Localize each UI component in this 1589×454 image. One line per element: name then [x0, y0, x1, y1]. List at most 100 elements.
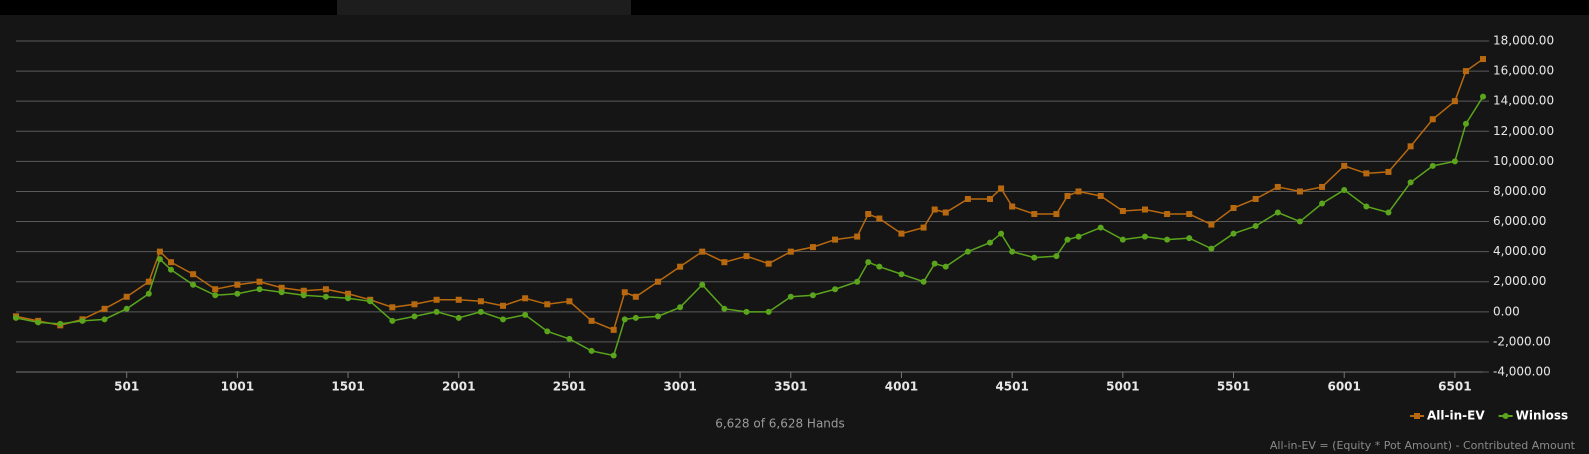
point — [522, 295, 529, 302]
point — [190, 281, 197, 288]
point — [1164, 211, 1171, 218]
y-tick-label: 2,000.00 — [1493, 274, 1546, 288]
y-tick-label: 16,000.00 — [1493, 64, 1554, 78]
point — [809, 292, 816, 299]
point — [1363, 203, 1370, 210]
point — [35, 319, 42, 326]
point — [322, 286, 329, 293]
point — [566, 335, 573, 342]
point — [411, 301, 418, 308]
point — [832, 286, 839, 293]
point — [256, 286, 263, 293]
series-line — [15, 58, 1484, 331]
point — [1363, 170, 1370, 177]
point — [1186, 235, 1193, 242]
point — [1009, 203, 1016, 210]
point — [1053, 253, 1060, 260]
point — [920, 278, 927, 285]
point — [212, 286, 219, 293]
point — [234, 290, 241, 297]
point — [610, 352, 617, 359]
point — [998, 230, 1005, 237]
point — [1075, 233, 1082, 240]
point — [300, 287, 307, 294]
point — [433, 296, 440, 303]
point — [278, 284, 285, 291]
point — [389, 304, 396, 311]
point — [1274, 183, 1281, 190]
point — [566, 298, 573, 305]
point — [1480, 93, 1486, 100]
y-tick-label: 4,000.00 — [1493, 244, 1546, 258]
y-tick-label: 18,000.00 — [1493, 34, 1554, 48]
point — [544, 328, 551, 335]
point — [234, 281, 241, 288]
point — [500, 316, 507, 323]
point — [57, 320, 64, 327]
y-tick-label: 0.00 — [1493, 304, 1520, 318]
x-tick-label: 6501 — [1438, 380, 1471, 394]
point — [1274, 209, 1281, 216]
x-tick-label: 3001 — [663, 380, 696, 394]
point — [345, 290, 352, 297]
point — [987, 239, 994, 246]
point — [156, 248, 163, 255]
point — [389, 317, 396, 324]
point — [1451, 158, 1458, 165]
point — [1164, 236, 1171, 243]
series-line — [15, 96, 1484, 357]
point — [832, 236, 839, 243]
point — [256, 278, 263, 285]
point — [765, 308, 772, 315]
y-tick-label: 6,000.00 — [1493, 214, 1546, 228]
x-tick-label: 3501 — [774, 380, 807, 394]
point — [1296, 218, 1303, 225]
point — [898, 230, 905, 237]
legend-label[interactable]: All-in-EV — [1427, 409, 1485, 423]
point — [621, 289, 628, 296]
point — [433, 308, 440, 315]
point — [345, 295, 352, 302]
top-bar — [0, 0, 337, 15]
point — [477, 298, 484, 305]
point — [588, 317, 595, 324]
point — [1075, 188, 1082, 195]
point — [1462, 68, 1469, 75]
point — [1319, 200, 1326, 207]
point — [632, 293, 639, 300]
point — [101, 316, 108, 323]
point — [854, 233, 861, 240]
x-tick-label: 5001 — [1106, 380, 1139, 394]
point — [123, 293, 130, 300]
point — [1252, 195, 1259, 202]
point — [865, 211, 872, 218]
y-tick-label: 12,000.00 — [1493, 124, 1554, 138]
point — [1208, 221, 1215, 228]
point — [278, 289, 285, 296]
point — [610, 326, 617, 333]
x-tick-label: 6001 — [1327, 380, 1360, 394]
point — [455, 314, 462, 321]
point — [1208, 245, 1215, 252]
point — [1031, 211, 1038, 218]
x-tick-label: 4501 — [995, 380, 1028, 394]
point — [654, 278, 661, 285]
point — [477, 308, 484, 315]
point — [854, 278, 861, 285]
point — [1341, 186, 1348, 193]
point — [1064, 236, 1071, 243]
point — [964, 195, 971, 202]
point — [942, 263, 949, 270]
point — [898, 271, 905, 278]
point — [1141, 233, 1148, 240]
point — [145, 278, 152, 285]
y-tick-label: -2,000.00 — [1493, 334, 1551, 348]
point — [1385, 168, 1392, 175]
point — [1296, 188, 1303, 195]
point — [1064, 192, 1071, 199]
legend-label[interactable]: Winloss — [1516, 409, 1569, 423]
footnote: All-in-EV = (Equity * Pot Amount) - Cont… — [1270, 439, 1576, 452]
point — [677, 263, 684, 270]
point — [167, 259, 174, 266]
